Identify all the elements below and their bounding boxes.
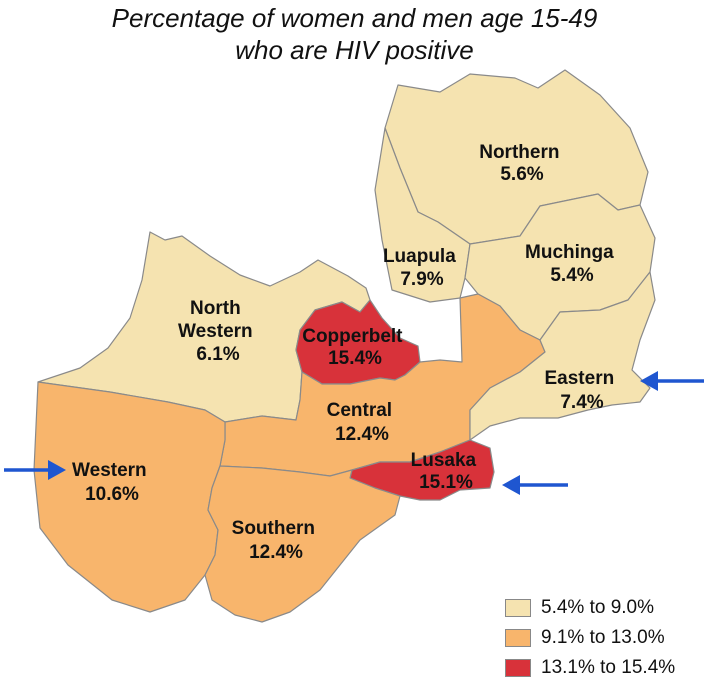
- label-central-value: 12.4%: [335, 424, 389, 445]
- label-copperbelt-value: 15.4%: [328, 348, 382, 369]
- label-central: Central 12.4%: [327, 400, 398, 445]
- label-southern-name: Southern: [232, 518, 315, 539]
- label-copperbelt: Copperbelt 15.4%: [302, 326, 408, 369]
- label-muchinga-value: 5.4%: [550, 265, 593, 286]
- legend-label-mid: 9.1% to 13.0%: [541, 627, 665, 648]
- label-eastern-name: Eastern: [545, 368, 615, 389]
- label-luapula-name: Luapula: [383, 246, 456, 267]
- label-eastern: Eastern 7.4%: [545, 368, 620, 413]
- label-eastern-value: 7.4%: [560, 392, 603, 413]
- region-luapula: [374, 127, 471, 303]
- legend-swatch-high: [505, 659, 531, 677]
- map-title: Percentage of women and men age 15-49 wh…: [0, 2, 709, 66]
- label-southern: Southern 12.4%: [232, 518, 321, 563]
- label-north-western: North Western 6.1%: [178, 298, 258, 365]
- label-copperbelt-name: Copperbelt: [302, 326, 403, 347]
- legend-label-high: 13.1% to 15.4%: [541, 657, 676, 678]
- label-northern-value: 5.6%: [500, 164, 543, 185]
- label-luapula: Luapula 7.9%: [383, 246, 461, 290]
- legend-item-low: 5.4% to 9.0%: [505, 593, 675, 623]
- label-lusaka-name: Lusaka: [411, 450, 477, 471]
- legend: 5.4% to 9.0% 9.1% to 13.0% 13.1% to 15.4…: [505, 593, 675, 683]
- legend-swatch-low: [505, 599, 531, 617]
- label-north-western-name-1: North: [190, 298, 241, 319]
- arrow-eastern: [640, 371, 704, 391]
- label-lusaka: Lusaka 15.1%: [411, 450, 482, 493]
- label-northern: Northern 5.6%: [479, 142, 565, 185]
- label-lusaka-value: 15.1%: [419, 472, 473, 493]
- label-muchinga: Muchinga 5.4%: [525, 242, 619, 286]
- arrow-western: [4, 460, 66, 480]
- label-muchinga-name: Muchinga: [525, 242, 614, 263]
- label-central-name: Central: [327, 400, 392, 421]
- region-southern: [204, 465, 401, 623]
- legend-swatch-mid: [505, 629, 531, 647]
- label-southern-value: 12.4%: [249, 542, 303, 563]
- label-north-western-name-2: Western: [178, 321, 253, 342]
- label-western: Western 10.6%: [72, 460, 152, 505]
- legend-item-high: 13.1% to 15.4%: [505, 653, 675, 683]
- map-title-line-1: Percentage of women and men age 15-49: [111, 3, 598, 33]
- label-north-western-value: 6.1%: [196, 344, 239, 365]
- legend-label-low: 5.4% to 9.0%: [541, 597, 655, 618]
- label-western-name: Western: [72, 460, 147, 481]
- legend-item-mid: 9.1% to 13.0%: [505, 623, 675, 653]
- label-northern-name: Northern: [479, 142, 559, 163]
- region-eastern: [469, 271, 656, 441]
- label-western-value: 10.6%: [85, 484, 139, 505]
- map-title-line-2: who are HIV positive: [235, 35, 474, 65]
- arrow-lusaka: [502, 475, 568, 495]
- label-luapula-value: 7.9%: [400, 269, 443, 290]
